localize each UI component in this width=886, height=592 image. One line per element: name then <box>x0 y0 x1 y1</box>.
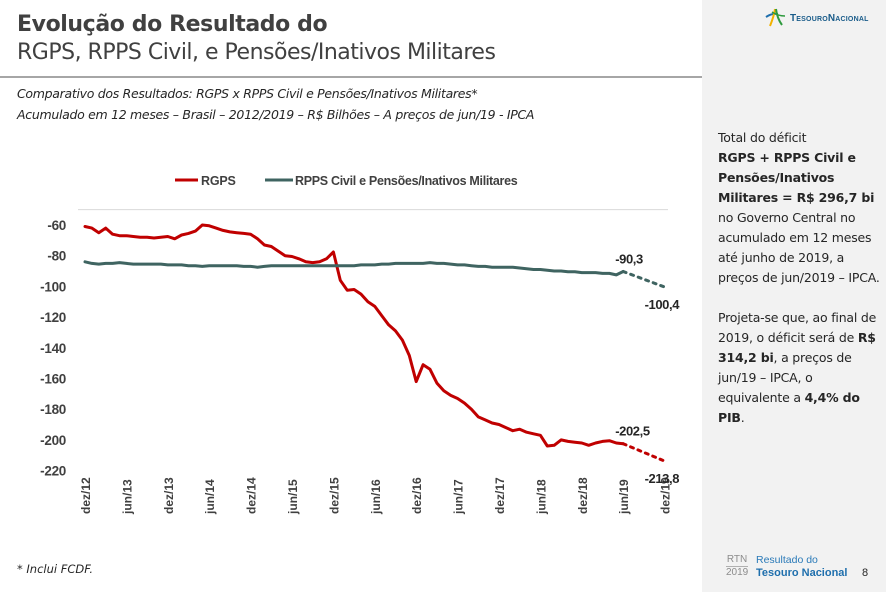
rtn-title-line2: Tesouro Nacional <box>756 567 848 579</box>
projection-value: R$ 314,2 bi <box>718 330 876 365</box>
line-chart: -60 -80 -100 -120 -140 -160 -180 -200 -220 dez/12… <box>40 174 681 515</box>
y-tick-label: -220 <box>40 464 66 479</box>
page-title: Evolução do Resultado do <box>17 12 328 37</box>
y-tick-label: -120 <box>40 310 66 325</box>
projection-pib: 4,4% do PIB <box>718 390 860 425</box>
x-tick-label: dez/17 <box>493 477 507 514</box>
footnote: * Inclui FCDF. <box>17 562 94 576</box>
rtn-title: Resultado do Tesouro Nacional <box>756 554 847 580</box>
main-panel: Evolução do Resultado do RGPS, RPPS Civi… <box>0 12 702 576</box>
rtn-label: RTN <box>726 554 748 565</box>
x-tick-label: dez/13 <box>162 477 176 514</box>
rtn-year: 2019 <box>726 567 749 578</box>
data-label-last-rpps: -90,3 <box>615 252 643 267</box>
y-tick-label: -60 <box>47 218 66 233</box>
x-tick-label: dez/19 <box>659 477 673 514</box>
data-label-projection-rgps: -213,8 <box>645 471 680 486</box>
rtn-badge: RTN 2019 <box>726 554 748 579</box>
x-tick-label: jun/15 <box>286 479 300 515</box>
y-tick-label: -200 <box>40 433 66 448</box>
page-title-line2: RGPS, RPPS Civil, e Pensões/Inativos Mil… <box>17 40 496 65</box>
page-number: 8 <box>862 567 869 579</box>
projection-line-rpps <box>621 270 667 289</box>
summary-text: Total do déficit RGPS + RPPS Civil e Pen… <box>718 128 880 448</box>
x-tick-label: dez/16 <box>410 477 424 514</box>
legend-label-rpps: RPPS Civil e Pensões/Inativos Militares <box>295 174 518 188</box>
chart-subtitle: Comparativo dos Resultados: RGPS x RPPS … <box>17 86 478 101</box>
summary-intro: Total do déficit <box>718 130 807 145</box>
header-divider <box>0 76 702 78</box>
rtn-title-line1: Resultado do <box>756 554 818 566</box>
tesouro-logo: TesouroNacional <box>764 8 869 28</box>
legend-label-rgps: RGPS <box>201 174 236 188</box>
summary-total: RGPS + RPPS Civil e Pensões/Inativos Mil… <box>718 150 875 205</box>
y-tick-label: -140 <box>40 341 66 356</box>
y-tick-label: -80 <box>47 249 66 264</box>
tesouro-star-icon <box>765 8 786 27</box>
rtn-rule <box>726 566 748 567</box>
x-tick-label: jun/18 <box>534 479 548 515</box>
x-tick-label: dez/12 <box>79 477 93 514</box>
series-line-rpps <box>83 260 625 277</box>
x-tick-label: jun/13 <box>120 479 134 515</box>
logo-text: TesouroNacional <box>790 12 869 24</box>
x-tick-label: dez/15 <box>327 477 341 514</box>
projection-text-2: , a preços de jun/19 – IPCA, o equivalen… <box>718 350 852 405</box>
projection-text-3: . <box>740 410 745 425</box>
x-tick-label: jun/19 <box>617 479 631 515</box>
projection-line-rgps <box>621 442 667 463</box>
series-line-rgps <box>83 223 625 448</box>
y-tick-label: -160 <box>40 372 66 387</box>
summary-rest: no Governo Central no acumulado em 12 me… <box>718 210 880 285</box>
projection-text-1: Projeta-se que, ao final de 2019, o défi… <box>718 310 877 345</box>
summary-paragraph-2: Projeta-se que, ao final de 2019, o défi… <box>718 308 880 428</box>
data-label-projection-rpps: -100,4 <box>645 297 681 312</box>
x-tick-label: jun/14 <box>203 479 217 515</box>
x-tick-label: dez/14 <box>245 477 259 514</box>
x-tick-label: jun/16 <box>369 479 383 515</box>
y-tick-label: -100 <box>40 279 66 294</box>
y-tick-label: -180 <box>40 402 66 417</box>
x-tick-label: dez/18 <box>576 477 590 514</box>
data-label-last-rgps: -202,5 <box>615 424 650 439</box>
x-tick-label: jun/17 <box>452 479 466 515</box>
summary-paragraph-1: Total do déficit RGPS + RPPS Civil e Pen… <box>718 128 880 288</box>
sidebar-panel: TesouroNacional Total do déficit RGPS + … <box>702 0 886 592</box>
chart-subtitle-line2: Acumulado em 12 meses – Brasil – 2012/20… <box>17 107 535 122</box>
